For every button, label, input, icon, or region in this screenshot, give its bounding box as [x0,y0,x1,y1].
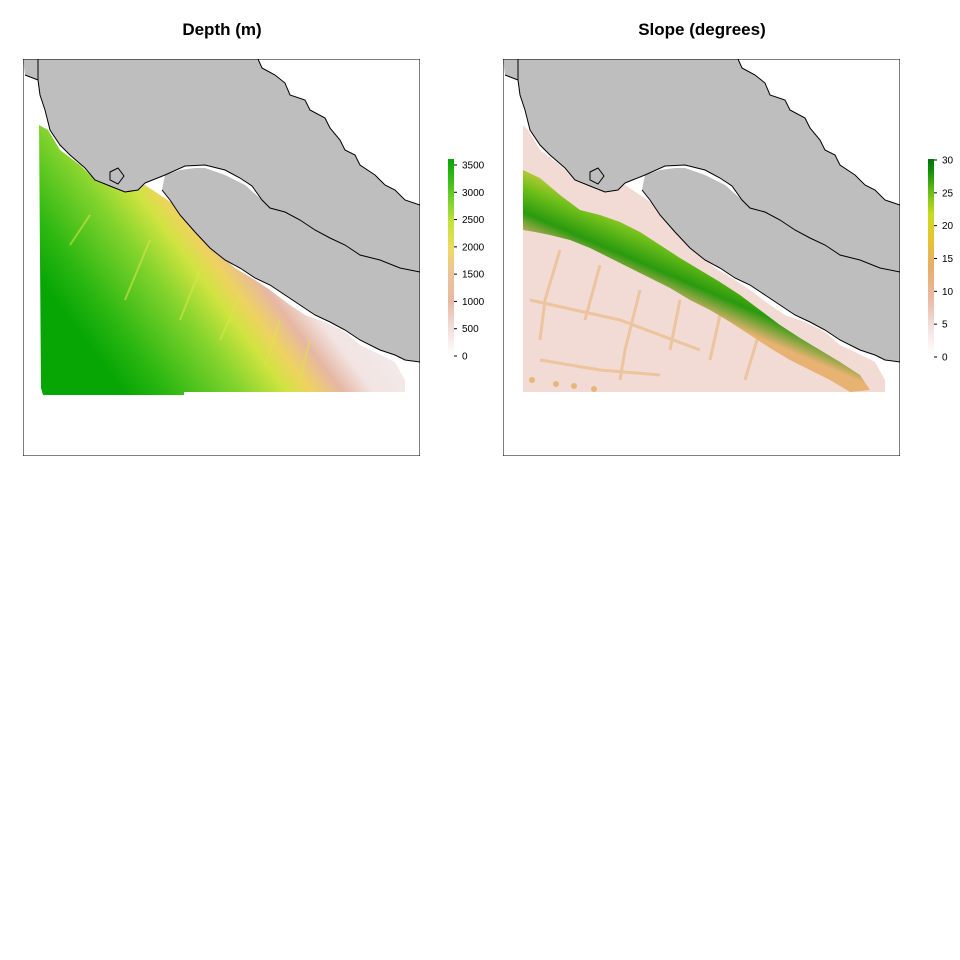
depth-legend-bar [448,159,454,356]
slope-land-south [642,168,900,362]
depth-land-south [162,168,420,362]
depth-panel-title: Depth (m) [182,20,262,39]
slope-legend-ticks: 0 5 10 15 20 25 30 [934,156,954,364]
depth-legend-tick-label: 2500 [462,215,485,226]
depth-raster [39,125,405,395]
slope-panel-title: Slope (degrees) [638,20,766,39]
slope-legend-bar [928,159,934,356]
depth-legend-ticks: 0 500 1000 1500 2000 2500 3000 3500 [454,161,485,363]
slope-map [503,59,900,456]
depth-legend-tick-label: 3500 [462,161,485,172]
slope-legend-tick-label: 0 [942,353,948,364]
depth-legend-tick-label: 1000 [462,297,485,308]
slope-land [503,59,900,272]
slope-legend: 0 5 10 15 20 25 30 [928,156,954,364]
slope-legend-tick-label: 30 [942,156,954,167]
depth-legend-tick-label: 3000 [462,188,485,199]
depth-legend: 0 500 1000 1500 2000 2500 3000 3500 [448,159,485,363]
slope-legend-tick-label: 5 [942,320,948,331]
slope-legend-tick-label: 20 [942,221,954,232]
slope-legend-tick-label: 25 [942,188,954,199]
depth-legend-tick-label: 2000 [462,242,485,253]
depth-legend-tick-label: 0 [462,352,468,363]
slope-legend-tick-label: 10 [942,287,954,298]
slope-legend-tick-label: 15 [942,254,954,265]
depth-legend-tick-label: 1500 [462,270,485,281]
depth-map [23,59,420,456]
depth-land [23,59,420,272]
depth-legend-tick-label: 500 [462,324,479,335]
